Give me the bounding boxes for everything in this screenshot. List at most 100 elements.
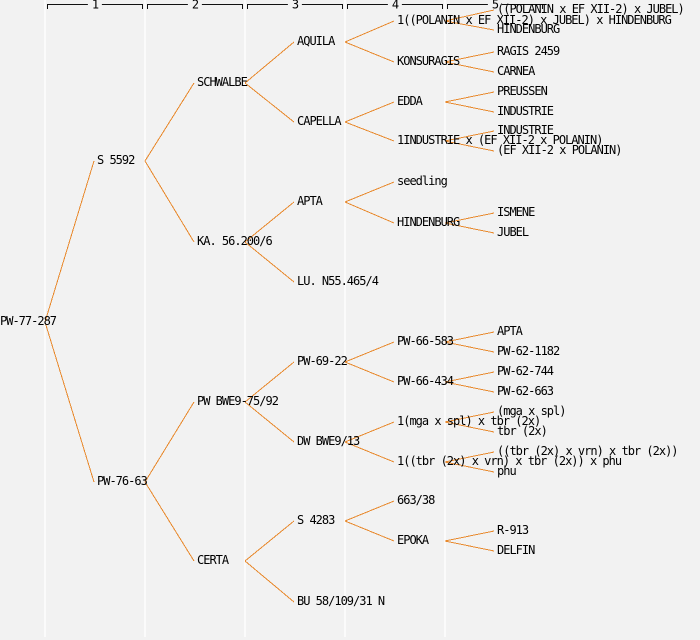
pedigree-edge — [144, 82, 195, 162]
tree-node[interactable]: DELFIN — [497, 542, 535, 557]
tree-node[interactable]: S 5592 — [97, 152, 135, 167]
tree-node[interactable]: HINDENBURG — [397, 214, 460, 229]
pedigree-edge — [144, 401, 195, 483]
column-number: 5 — [487, 0, 503, 11]
pedigree-edge — [144, 481, 195, 562]
pedigree-edge — [244, 361, 295, 403]
tree-node[interactable]: PW-62-1182 — [497, 343, 560, 358]
tree-node[interactable]: LU. N55.465/4 — [297, 273, 379, 288]
tree-node[interactable]: APTA — [297, 193, 323, 208]
column-bracket: 5 — [447, 0, 543, 11]
tree-node[interactable]: PW-62-663 — [497, 383, 554, 398]
pedigree-edge — [444, 381, 495, 393]
tree-node[interactable]: 1((tbr (2x) x vrn) x tbr (2x)) x phu — [397, 453, 622, 468]
pedigree-edge — [444, 341, 495, 353]
tree-node[interactable]: phu — [497, 463, 517, 478]
pedigree-edge — [444, 9, 495, 22]
pedigree-edge — [344, 20, 395, 43]
column-bracket: 2 — [147, 0, 243, 11]
tree-node[interactable]: BU 58/109/31 N — [297, 593, 385, 608]
column-separator — [44, 0, 46, 637]
tree-node[interactable]: INDUSTRIE — [497, 103, 554, 118]
tree-node[interactable]: PW-76-63 — [97, 473, 148, 488]
tree-node[interactable]: RAGIS 2459 — [497, 43, 560, 58]
tree-node[interactable]: JUBEL — [497, 224, 529, 239]
column-number: 4 — [387, 0, 403, 11]
tree-node[interactable]: HINDENBURG — [497, 21, 560, 36]
pedigree-edge — [244, 560, 295, 603]
pedigree-edge — [444, 20, 495, 31]
column-bracket: 3 — [247, 0, 343, 11]
tree-node[interactable]: APTA — [497, 323, 523, 338]
pedigree-edge — [444, 411, 495, 423]
tree-node[interactable]: EPOKA — [397, 532, 429, 547]
tree-node[interactable]: tbr (2x) — [497, 423, 548, 438]
column-number: 2 — [187, 0, 203, 11]
tree-node[interactable]: PW-69-22 — [297, 353, 348, 368]
column-separator — [144, 0, 146, 637]
tree-node[interactable]: CAPELLA — [297, 113, 342, 128]
pedigree-edge — [344, 441, 395, 463]
tree-node[interactable]: PREUSSEN — [497, 83, 548, 98]
pedigree-edge — [444, 421, 495, 433]
tree-node[interactable]: R-913 — [497, 522, 529, 537]
pedigree-edge — [344, 181, 395, 203]
tree-node[interactable]: ((tbr (2x) x vrn) x tbr (2x)) — [497, 443, 679, 458]
tree-node[interactable]: 1(mga x spl) x tbr (2x) — [397, 413, 541, 428]
pedigree-edge — [444, 140, 495, 152]
pedigree-edge — [344, 201, 395, 224]
tree-node[interactable]: INDUSTRIE — [497, 122, 554, 137]
tree-node[interactable]: CARNEA — [497, 63, 535, 78]
pedigree-edge — [444, 530, 495, 542]
pedigree-edge — [444, 461, 495, 473]
tree-node[interactable]: PW-66-434 — [397, 373, 454, 388]
column-separator — [444, 0, 446, 637]
tree-node[interactable]: PW-77-287 — [0, 313, 57, 328]
pedigree-edge — [44, 321, 95, 483]
tree-node[interactable]: AQUILA — [297, 33, 335, 48]
tree-node[interactable]: ((POLANIN x EF XII-2) x JUBEL) — [497, 1, 685, 16]
tree-node[interactable]: (mga x spl) — [497, 403, 566, 418]
pedigree-edge — [244, 82, 295, 123]
pedigree-edge — [444, 212, 495, 224]
tree-node[interactable]: CERTA — [197, 552, 229, 567]
pedigree-edge — [444, 371, 495, 383]
tree-node[interactable]: 663/38 — [397, 492, 435, 507]
tree-node[interactable]: 1INDUSTRIE x (EF XII-2 x POLANIN) — [397, 132, 603, 147]
pedigree-edge — [344, 101, 395, 123]
column-separator — [244, 0, 246, 637]
tree-node[interactable]: PW BWE9-75/92 — [197, 393, 279, 408]
pedigree-edge — [44, 160, 95, 323]
pedigree-edge — [344, 421, 395, 443]
tree-node[interactable]: SCHWALBE — [197, 74, 248, 89]
pedigree-edge — [244, 401, 295, 443]
tree-node[interactable]: KONSURAGIS — [397, 53, 460, 68]
pedigree-edge — [344, 121, 395, 142]
pedigree-edge — [444, 451, 495, 463]
pedigree-edge — [444, 540, 495, 552]
column-separator — [344, 0, 346, 637]
tree-node[interactable]: 1((POLANIN x EF XII-2) x JUBEL) x HINDEN… — [397, 12, 672, 27]
tree-node[interactable]: seedling — [397, 173, 448, 188]
pedigree-edge — [244, 241, 295, 283]
tree-node[interactable]: EDDA — [397, 93, 423, 108]
pedigree-edge — [444, 51, 495, 63]
pedigree-edge — [244, 520, 295, 562]
pedigree-edge — [344, 520, 395, 542]
pedigree-edge — [344, 341, 395, 363]
column-number: 3 — [287, 0, 303, 11]
tree-node[interactable]: DW BWE9/13 — [297, 433, 360, 448]
pedigree-edge — [444, 91, 495, 103]
pedigree-edge — [444, 101, 495, 113]
column-bracket: 4 — [347, 0, 443, 11]
tree-node[interactable]: PW-66-583 — [397, 333, 454, 348]
tree-node[interactable]: (EF XII-2 x POLANIN) — [497, 142, 622, 157]
tree-node[interactable]: PW-62-744 — [497, 363, 554, 378]
pedigree-edge — [344, 500, 395, 522]
tree-node[interactable]: KA. 56.200/6 — [197, 233, 273, 248]
tree-node[interactable]: ISMENE — [497, 204, 535, 219]
pedigree-edge — [444, 331, 495, 343]
pedigree-edge — [444, 222, 495, 234]
tree-node[interactable]: S 4283 — [297, 512, 335, 527]
